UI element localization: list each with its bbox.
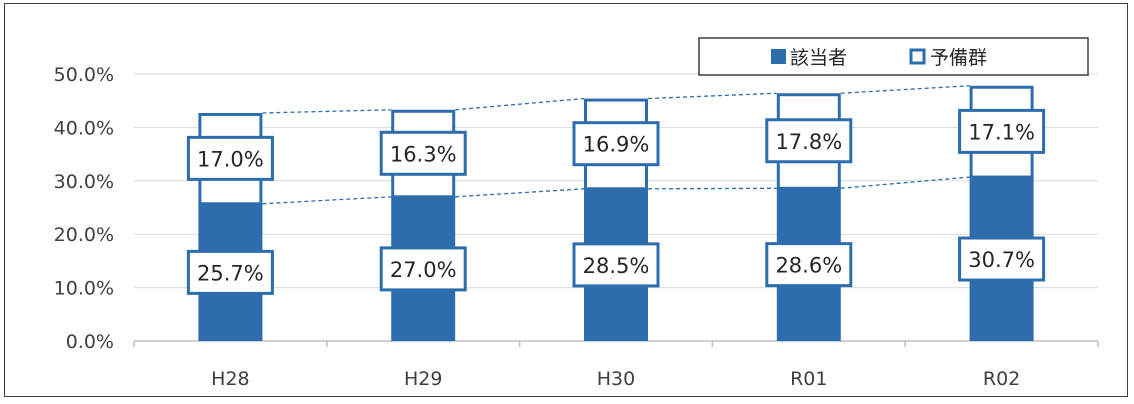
data-label-series-1: 28.5% xyxy=(583,254,650,278)
y-tick-label: 50.0% xyxy=(54,64,114,86)
data-label-series-2: 17.1% xyxy=(968,120,1035,144)
data-labels: 25.7% 17.0% 27.0% 16.3% 28.5% 16.9% 28.6% 17.8%… xyxy=(186,108,1046,295)
x-tick-label: R02 xyxy=(983,368,1020,390)
data-label-series-2: 16.3% xyxy=(390,142,457,166)
y-tick-label: 0.0% xyxy=(66,331,114,353)
legend-label-series-2: 予備群 xyxy=(930,47,987,69)
data-label-box xyxy=(765,118,853,164)
connector-line-series-2 xyxy=(455,97,585,111)
connector-line-series-2 xyxy=(647,92,777,100)
y-tick-label: 30.0% xyxy=(54,171,114,193)
data-label-box xyxy=(379,246,467,292)
legend-label-series-1: 該当者 xyxy=(790,47,847,69)
connector-line-series-1 xyxy=(840,176,970,189)
connector-line-series-2 xyxy=(262,109,392,114)
data-label-box xyxy=(379,130,467,176)
connector-line-series-1 xyxy=(262,196,392,205)
data-label-series-1: 28.6% xyxy=(775,254,842,278)
connector-line-series-1 xyxy=(647,187,777,190)
data-label-box xyxy=(572,121,660,167)
data-label-box xyxy=(186,249,274,295)
data-label-series-1: 30.7% xyxy=(968,248,1035,272)
legend: 該当者 予備群 xyxy=(698,37,1089,76)
data-label-series-2: 16.9% xyxy=(583,133,650,157)
x-tick-label: H29 xyxy=(404,368,442,390)
data-label-box xyxy=(186,135,274,181)
data-label-series-1: 27.0% xyxy=(390,258,457,282)
y-tick-label: 10.0% xyxy=(54,278,114,300)
connector-line-series-2 xyxy=(840,85,970,94)
legend-swatch-outline xyxy=(909,48,926,65)
legend-box xyxy=(698,37,1089,76)
y-tick-label: 20.0% xyxy=(54,224,114,246)
x-tick-label: H30 xyxy=(597,368,635,390)
data-label-box xyxy=(765,242,853,288)
data-label-series-1: 25.7% xyxy=(197,261,264,285)
data-label-box xyxy=(572,242,660,288)
x-tick-label: H28 xyxy=(211,368,249,390)
data-label-box xyxy=(958,108,1046,154)
y-axis-ticks: 0.0% 10.0% 20.0% 30.0% 40.0% 50.0% xyxy=(54,64,114,353)
legend-swatch-filled xyxy=(771,49,786,64)
data-label-series-2: 17.0% xyxy=(197,147,264,171)
data-label-box xyxy=(958,236,1046,282)
x-tick-label: R01 xyxy=(790,368,827,390)
connector-line-series-1 xyxy=(455,188,585,198)
x-axis: H28 H29 H30 R01 R02 xyxy=(133,340,1099,390)
y-tick-label: 40.0% xyxy=(54,117,114,139)
data-label-series-2: 17.8% xyxy=(775,130,842,154)
series-connector-lines xyxy=(262,85,970,205)
